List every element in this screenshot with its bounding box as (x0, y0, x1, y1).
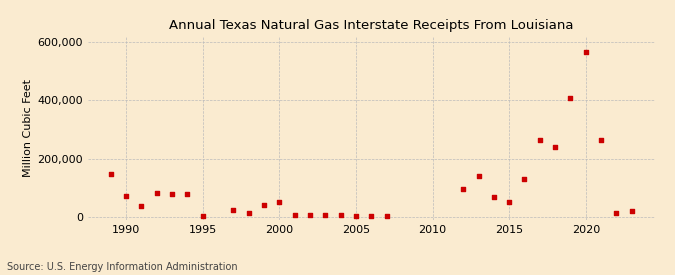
Point (304, 213, 315, 217)
Point (197, 213, 208, 218)
Point (381, 213, 392, 218)
Point (366, 213, 377, 218)
Point (105, 172, 116, 176)
Point (504, 199, 514, 204)
Point (489, 194, 500, 199)
Point (151, 190, 162, 195)
Point (519, 177, 530, 181)
Point (611, 210, 622, 215)
Point (335, 213, 346, 217)
Point (473, 174, 484, 178)
Point (259, 203, 269, 208)
Point (228, 208, 239, 213)
Point (596, 138, 607, 142)
Text: Source: U.S. Energy Information Administration: Source: U.S. Energy Information Administ… (7, 262, 238, 272)
Point (136, 204, 146, 208)
Point (167, 192, 178, 196)
Point (243, 210, 254, 215)
Point (580, 50, 591, 55)
Point (549, 145, 560, 149)
Point (535, 138, 545, 142)
Point (320, 213, 331, 217)
Point (274, 200, 285, 204)
Point (289, 213, 300, 217)
Point (565, 95, 576, 100)
Point (182, 192, 193, 196)
Point (458, 187, 468, 191)
Point (350, 213, 361, 218)
Title: Annual Texas Natural Gas Interstate Receipts From Louisiana: Annual Texas Natural Gas Interstate Rece… (169, 19, 574, 32)
Y-axis label: Million Cubic Feet: Million Cubic Feet (23, 79, 33, 177)
Point (121, 194, 132, 198)
Point (626, 209, 637, 213)
